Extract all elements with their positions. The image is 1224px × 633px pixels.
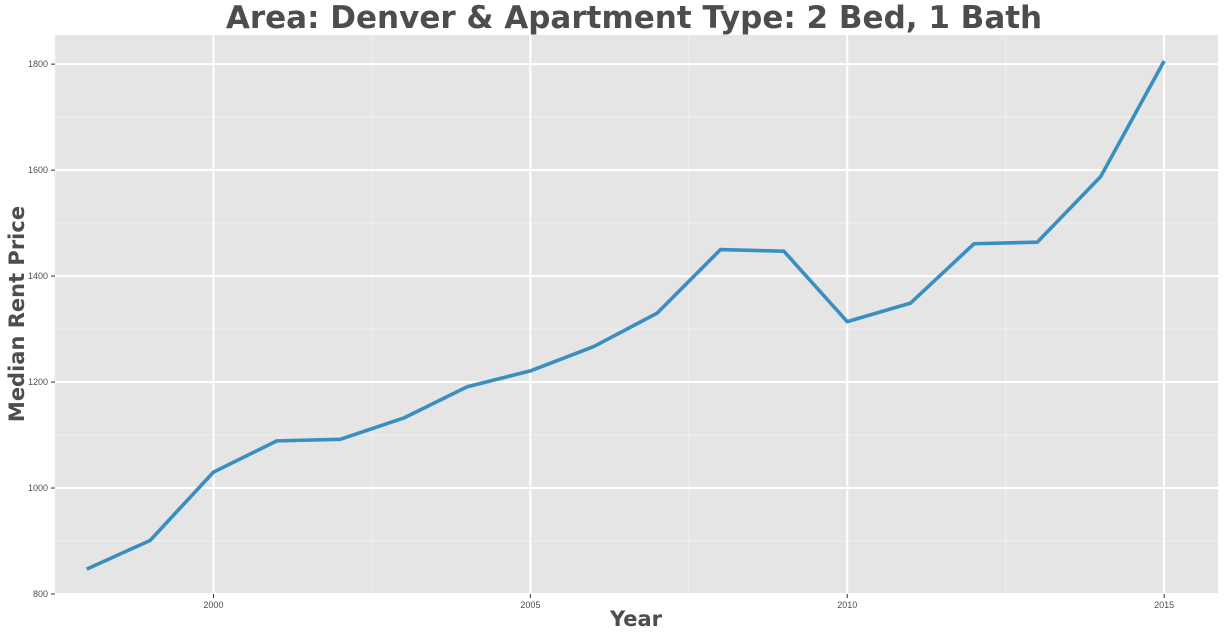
major-gridlines bbox=[55, 35, 1218, 595]
y-tick-label: 800 bbox=[33, 589, 48, 599]
x-tick-label: 2000 bbox=[203, 600, 223, 610]
y-axis-title: Median Rent Price bbox=[5, 206, 29, 422]
x-axis-title: Year bbox=[609, 607, 663, 631]
x-tick-label: 2005 bbox=[520, 600, 540, 610]
x-tick-label: 2010 bbox=[837, 600, 857, 610]
x-axis-ticks: 2000 2005 2010 2015 bbox=[203, 594, 1174, 610]
chart-title: Area: Denver & Apartment Type: 2 Bed, 1 … bbox=[226, 0, 1042, 36]
y-tick-label: 1200 bbox=[28, 377, 48, 387]
y-axis-ticks: 800 1000 1200 1400 1600 1800 bbox=[28, 59, 55, 599]
series-line bbox=[85, 60, 1166, 571]
minor-gridlines bbox=[54, 35, 1218, 594]
y-tick-label: 1000 bbox=[28, 483, 48, 493]
y-tick-label: 1800 bbox=[28, 59, 48, 69]
x-tick-label: 2015 bbox=[1154, 600, 1174, 610]
plot-panel bbox=[55, 35, 1218, 594]
y-tick-label: 1400 bbox=[28, 271, 48, 281]
y-tick-label: 1600 bbox=[28, 165, 48, 175]
series-layer bbox=[85, 60, 1166, 571]
